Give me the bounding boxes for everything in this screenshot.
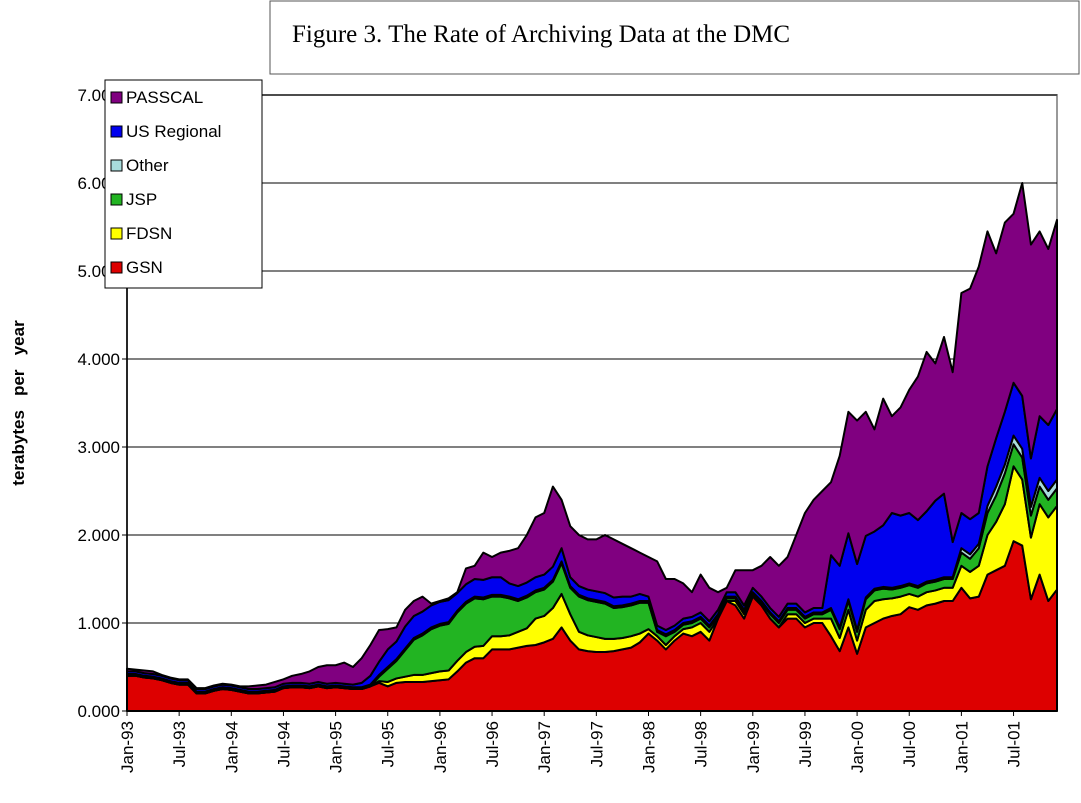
legend-label: GSN [126,258,163,277]
legend-label: PASSCAL [126,88,203,107]
y-tick-label: 0.000 [77,702,120,721]
x-tick-label: Jan-98 [639,721,658,773]
y-axis-label: terabytes per year [9,320,28,486]
x-tick-label: Jan-94 [222,721,241,773]
legend-swatch [110,261,123,274]
legend-label: JSP [126,190,157,209]
x-tick-label: Jan-96 [431,721,450,773]
title-box [269,0,1080,75]
legend-swatch [110,91,123,104]
x-tick-label: Jul-94 [274,721,293,767]
x-tick-label: Jul-95 [379,721,398,767]
y-tick-label: 3.000 [77,438,120,457]
x-tick-label: Jan-97 [535,721,554,773]
legend-label: Other [126,156,169,175]
area [126,182,1058,690]
x-tick-label: Jan-00 [848,721,867,773]
legend-swatch [110,125,123,138]
x-tick-label: Jan-95 [327,721,346,773]
legend-swatch [110,193,123,206]
x-tick-label: Jul-96 [483,721,502,767]
x-tick-label: Jul-99 [796,721,815,767]
x-tick-label: Jan-99 [744,721,763,773]
legend-box [104,79,263,289]
x-tick-label: Jul-01 [1005,721,1024,767]
legend-swatch [110,159,123,172]
x-tick-label: Jan-93 [118,721,137,773]
x-tick-label: Jul-93 [170,721,189,767]
x-tick-label: Jul-00 [900,721,919,767]
legend-label: US Regional [126,122,221,141]
legend-swatch [110,227,123,240]
x-tick-label: Jul-98 [692,721,711,767]
x-tick-label: Jul-97 [587,721,606,767]
legend-label: FDSN [126,224,172,243]
y-tick-label: 1.000 [77,614,120,633]
y-tick-label: 2.000 [77,526,120,545]
x-tick-label: Jan-01 [952,721,971,773]
chart-title: Figure 3. The Rate of Archiving Data at … [292,21,790,48]
y-tick-label: 4.000 [77,350,120,369]
